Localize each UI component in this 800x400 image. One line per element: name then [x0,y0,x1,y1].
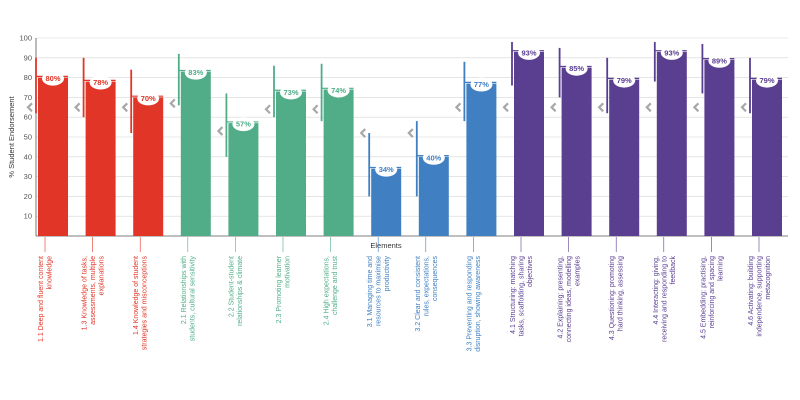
bar [466,83,497,236]
y-tick-label: 40 [24,152,32,161]
value-label: 79% [617,76,632,85]
x-axis-title: Elements [370,241,402,250]
bar [85,81,116,236]
value-label-bubble [756,73,778,88]
value-label-bubble [565,61,588,76]
bar [133,97,164,237]
y-tick-label: 90 [24,53,32,62]
category-label: 3.3 Preventing and responding disruption,… [466,256,482,352]
value-label-bubble [708,53,731,68]
y-tick-label: 10 [24,212,32,221]
value-label: 89% [712,56,727,65]
bars [38,51,782,237]
y-tick-label: 60 [24,113,32,122]
comparison-marker [216,126,224,136]
value-label-bubble [137,91,160,106]
value-label-bubble [232,117,255,132]
comparison-marker [121,102,128,113]
comparison-marker [26,102,33,113]
comparison-marker [407,128,414,138]
value-label-bubble [518,45,540,60]
category-label: 4.4 Interacting: giving, receiving and re… [653,256,677,343]
value-label-bubble [375,162,398,177]
category-label: 2.1 Relationships with students, cultural… [181,256,197,342]
value-label-bubble [470,77,493,92]
value-label-bubble [660,45,683,60]
category-label: 3.1 Managing time and resources to maximi… [367,256,391,328]
value-label-bubble [89,75,112,90]
value-label-bubble [613,73,636,88]
category-label: 1.1 Deep and fluent content knowledge [38,256,54,342]
y-tick-labels: 10 20 30 40 50 60 70 80 90 100 [19,34,32,221]
value-label: 83% [188,68,203,77]
comparison-marker [597,102,604,113]
value-label-bubble [327,83,350,98]
bar [323,89,354,236]
bar [418,156,449,236]
comparison-marker [74,102,81,113]
comparison-marker [169,98,176,109]
comparison-marker [454,102,462,113]
category-label: 2.4 High expectations, challenge and trus… [324,256,340,325]
value-label: 70% [141,94,156,103]
category-labels: 1.1 Deep and fluent content knowledge 1.3 … [38,237,772,352]
category-label: 4.6 Activating: building independence, su… [748,256,772,337]
value-label: 85% [569,64,584,73]
comparison-marker [264,104,271,115]
value-label: 74% [331,86,346,95]
comparison-marker [550,102,557,113]
category-label: 2.3 Promoting learner motivation [276,255,292,323]
bar [38,77,68,236]
bar [656,51,687,236]
category-label: 4.2 Explaining: presenting, connecting id… [558,256,582,343]
category-label: 4.5 Embedding: practising, reinforcing an… [700,256,724,339]
bar [561,67,592,236]
y-tick-label: 50 [24,133,32,142]
comparison-marker [645,102,652,113]
y-tick-label: 70 [24,93,32,102]
comparison-marker [740,102,747,113]
comparison-marker [502,102,509,113]
value-label-bubble [280,85,302,100]
category-label: 4.3 Questioning: promoting hard thinking,… [609,256,625,340]
comparison-marker [692,102,700,113]
value-label: 93% [664,48,679,57]
value-label: 79% [759,76,774,85]
comparison-marker [312,104,319,115]
category-label: 4.1 Structuring: matching tasks, scaffold… [510,256,534,337]
value-label: 73% [283,88,298,97]
bar [276,91,306,237]
value-label: 93% [521,48,536,57]
value-label-bubble [422,150,445,165]
bar [704,59,735,236]
y-tick-label: 80 [24,73,32,82]
value-label: 78% [93,78,108,87]
y-tick-label: 100 [19,34,32,43]
bar [514,51,544,236]
category-label: 2.2 Student-student relationships & clima… [228,256,244,326]
bar [752,79,782,236]
y-axis-title: % Student Endorsement [7,95,16,177]
y-tick-label: 30 [24,172,32,181]
value-label: 57% [236,120,251,129]
category-label: 3.2 Clear and consistent rules, expectati… [415,256,439,332]
bar [228,123,259,236]
value-label: 80% [45,74,60,83]
value-labels: 80% 78% 70% 83% 57% 73% 74% 34% 40% 77% 93% 85% 79% 9… [42,45,778,177]
value-label-bubble [42,71,64,86]
bar [609,79,640,236]
category-label: 1.4 Knowledge of student strategies and m… [133,256,149,351]
bar [180,71,211,236]
category-label: 1.3 Knowledge of tasks, assessments, mult… [82,256,106,331]
value-label: 34% [379,165,394,174]
y-tick-label: 20 [24,192,32,201]
value-label: 77% [474,80,489,89]
value-label-bubble [184,65,207,80]
bar [371,168,402,236]
comparison-marker [359,128,366,138]
value-label: 40% [426,153,441,162]
comparison-markers [26,98,747,138]
